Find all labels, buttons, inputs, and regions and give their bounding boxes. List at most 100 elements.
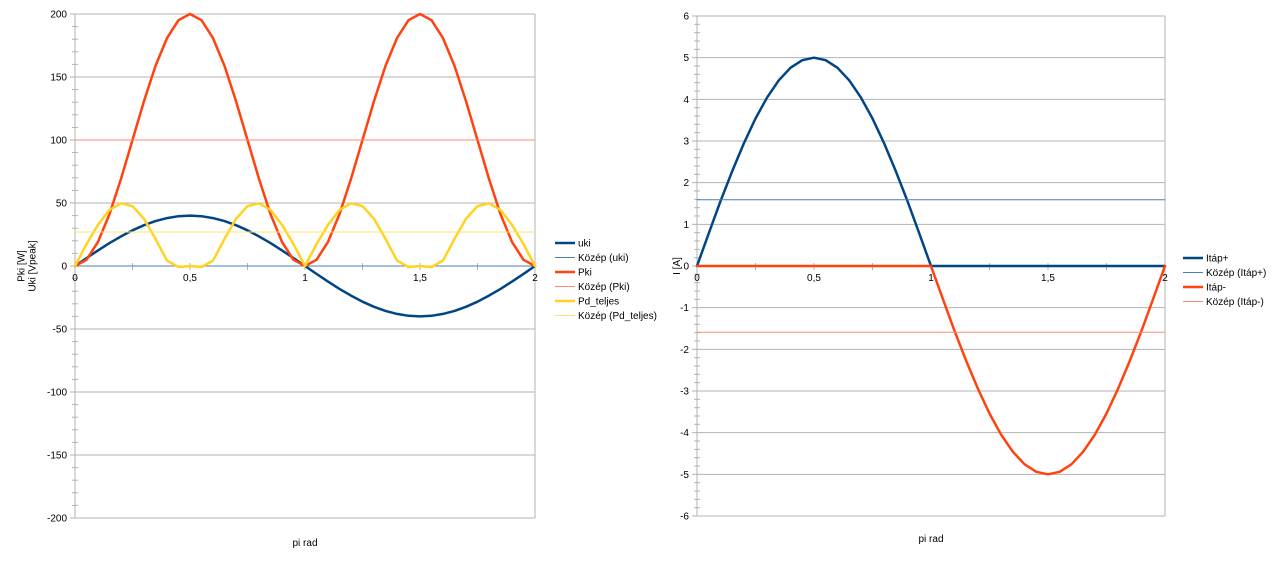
data-point (907, 201, 908, 202)
data-point (293, 231, 294, 232)
y-tick-label: 3 (683, 137, 689, 148)
data-point (708, 233, 709, 234)
data-point (743, 265, 744, 266)
data-point (1118, 388, 1119, 389)
data-point (247, 206, 248, 207)
y-tick-label: 6 (683, 12, 689, 23)
data-point (350, 265, 351, 266)
data-point (534, 265, 535, 266)
data-point (989, 265, 990, 266)
data-point (212, 139, 213, 140)
data-point (942, 199, 943, 200)
data-point (247, 139, 248, 140)
data-point (966, 265, 967, 266)
data-point (895, 171, 896, 172)
data-point (258, 203, 259, 204)
data-point (97, 139, 98, 140)
data-point (1153, 332, 1154, 333)
data-point (258, 178, 259, 179)
data-point (350, 139, 351, 140)
y-tick-label: -50 (53, 325, 68, 336)
x-tick-label: 2 (1162, 273, 1168, 284)
data-point (849, 332, 850, 333)
data-point (465, 306, 466, 307)
data-point (825, 199, 826, 200)
data-point (755, 118, 756, 119)
data-point (1036, 332, 1037, 333)
data-point (767, 97, 768, 98)
data-point (1001, 434, 1002, 435)
data-point (120, 231, 121, 232)
data-point (166, 260, 167, 261)
data-point (1024, 464, 1025, 465)
data-point (97, 265, 98, 266)
data-point (431, 139, 432, 140)
data-point (281, 224, 282, 225)
y-tick-label: -6 (680, 512, 689, 523)
data-point (293, 139, 294, 140)
data-point (1083, 265, 1084, 266)
y-tick-label: -5 (680, 470, 689, 481)
data-point (778, 265, 779, 266)
data-point (454, 310, 455, 311)
data-point (1047, 474, 1048, 475)
series-line-1-5 (73, 202, 537, 269)
y-tick-label: 200 (50, 10, 67, 21)
data-point (304, 139, 305, 140)
data-point (431, 315, 432, 316)
data-point (1047, 199, 1048, 200)
data-point (293, 244, 294, 245)
data-point (989, 199, 990, 200)
data-point (849, 199, 850, 200)
legend-label: Közép (Pd_teljes) (578, 311, 657, 322)
data-point (872, 118, 873, 119)
data-point (767, 332, 768, 333)
data-point (1012, 451, 1013, 452)
data-point (523, 273, 524, 274)
legend-label: Közép (Pki) (578, 282, 630, 293)
data-point (500, 209, 501, 210)
data-point (316, 273, 317, 274)
data-point (477, 139, 478, 140)
y-tick-label: -2 (680, 345, 689, 356)
x-tick-label: 1 (302, 273, 308, 284)
data-point (884, 265, 885, 266)
data-point (477, 231, 478, 232)
data-point (1106, 199, 1107, 200)
data-point (247, 265, 248, 266)
data-point (86, 231, 87, 232)
data-point (477, 265, 478, 266)
data-point (396, 313, 397, 314)
y-tick-label: 0 (61, 262, 67, 273)
data-point (849, 265, 850, 266)
data-point (860, 332, 861, 333)
data-point (419, 231, 420, 232)
data-point (954, 332, 955, 333)
data-point (224, 65, 225, 66)
data-point (270, 265, 271, 266)
data-point (1083, 332, 1084, 333)
data-point (270, 209, 271, 210)
data-point (396, 37, 397, 38)
data-point (1153, 199, 1154, 200)
data-point (989, 332, 990, 333)
y-tick-label: 4 (683, 95, 689, 106)
data-point (212, 260, 213, 261)
data-point (362, 265, 363, 266)
data-point (408, 139, 409, 140)
data-point (189, 215, 190, 216)
data-point (907, 265, 908, 266)
data-point (1141, 330, 1142, 331)
data-point (224, 265, 225, 266)
data-point (408, 20, 409, 21)
data-point (813, 332, 814, 333)
data-point (837, 332, 838, 333)
data-point (166, 37, 167, 38)
data-point (465, 231, 466, 232)
data-point (1071, 265, 1072, 266)
data-point (442, 37, 443, 38)
data-point (977, 199, 978, 200)
data-point (1012, 199, 1013, 200)
data-point (895, 332, 896, 333)
data-point (155, 139, 156, 140)
